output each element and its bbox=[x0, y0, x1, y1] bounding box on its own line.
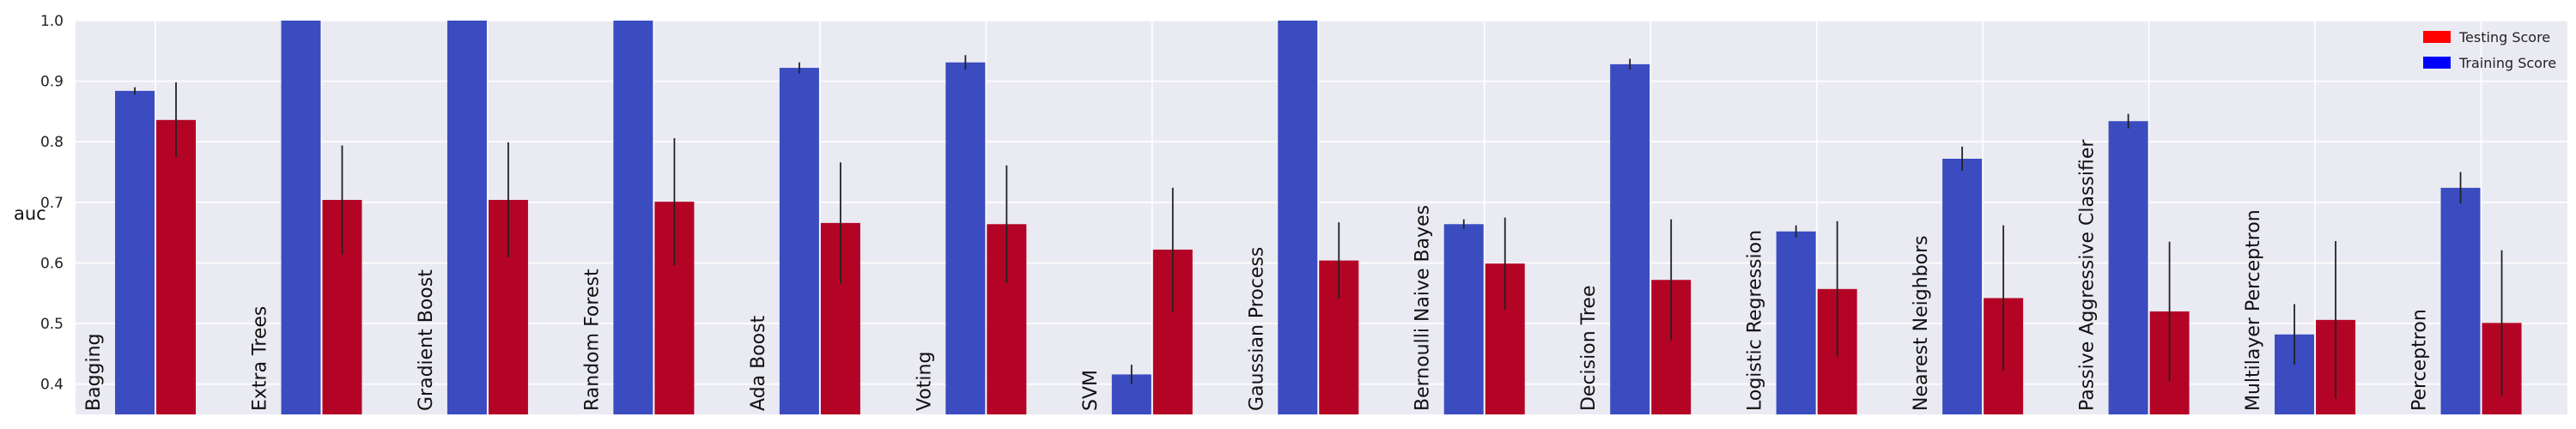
bar-training bbox=[1942, 159, 1983, 414]
y-tick-labels: 0.4 0.5 0.6 0.7 0.8 0.9 1.0 bbox=[40, 13, 64, 394]
legend-label: Testing Score bbox=[2458, 29, 2550, 45]
legend: Testing Score Training Score bbox=[2423, 29, 2556, 71]
category-label: Gradient Boost bbox=[416, 269, 437, 411]
category-label: SVM bbox=[1080, 370, 1102, 411]
bar-training bbox=[945, 62, 986, 415]
category-label: Bagging bbox=[83, 333, 105, 411]
category-label: Passive Aggressive Classifier bbox=[2077, 139, 2099, 411]
bar-training bbox=[779, 68, 819, 414]
bar-training bbox=[1443, 224, 1484, 414]
error-bars bbox=[134, 55, 2503, 399]
category-label: Perceptron bbox=[2409, 309, 2431, 411]
legend-swatch bbox=[2423, 31, 2451, 43]
y-axis-label: auc bbox=[14, 203, 46, 224]
legend-label: Training Score bbox=[2458, 55, 2556, 71]
bar-training bbox=[1610, 63, 1650, 414]
category-label: Bernoulli Naive Bayes bbox=[1413, 205, 1434, 411]
category-label: Gaussian Process bbox=[1246, 247, 1267, 411]
category-label: Logistic Regression bbox=[1745, 230, 1766, 411]
category-label: Ada Boost bbox=[748, 315, 769, 411]
legend-swatch bbox=[2423, 57, 2451, 69]
category-label: Nearest Neighbors bbox=[1911, 235, 1932, 411]
category-label: Voting bbox=[914, 352, 935, 411]
y-tick-label: 0.5 bbox=[40, 316, 64, 333]
bar-training bbox=[613, 21, 653, 414]
category-label: Decision Tree bbox=[1578, 286, 1600, 412]
bar-testing bbox=[156, 119, 196, 414]
category-label: Multilayer Perceptron bbox=[2243, 209, 2264, 411]
bar-training bbox=[1278, 21, 1318, 414]
bar-training bbox=[447, 21, 487, 414]
bar-training bbox=[1776, 231, 1816, 414]
category-label: Extra Trees bbox=[249, 306, 270, 411]
y-tick-label: 0.4 bbox=[40, 377, 64, 394]
y-tick-label: 0.8 bbox=[40, 134, 64, 151]
category-label: Random Forest bbox=[581, 269, 603, 411]
bar-training bbox=[2108, 121, 2148, 414]
bar-training bbox=[115, 90, 155, 414]
y-tick-label: 0.9 bbox=[40, 74, 64, 91]
y-tick-label: 0.7 bbox=[40, 195, 64, 212]
y-tick-label: 1.0 bbox=[40, 13, 64, 30]
bar-training bbox=[281, 21, 321, 414]
category-labels: Bagging Extra Trees Gradient Boost Random F… bbox=[83, 139, 2431, 411]
y-tick-label: 0.6 bbox=[40, 255, 64, 272]
bar-training bbox=[2440, 187, 2481, 414]
